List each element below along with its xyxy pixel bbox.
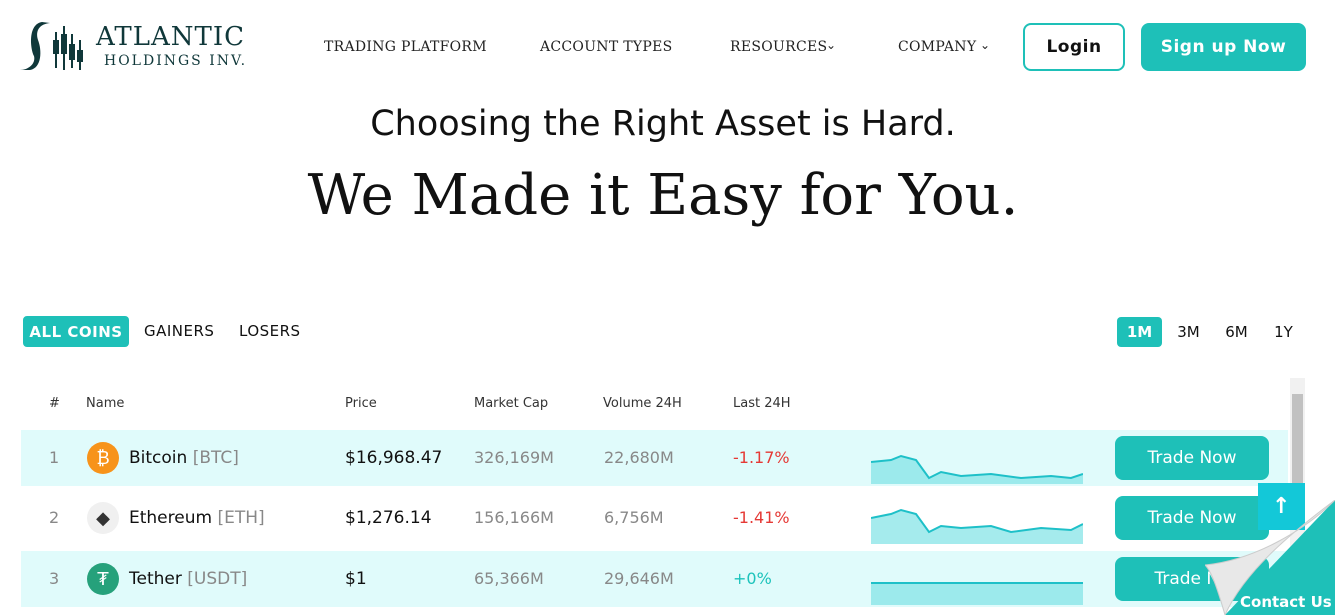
nav-link[interactable]: COMPANY xyxy=(898,39,977,55)
dropdown-caret: ⌄ xyxy=(980,38,991,52)
scroll-top-button[interactable]: ↑ xyxy=(1258,483,1305,530)
column-header: Market Cap xyxy=(474,396,549,411)
column-header: # xyxy=(49,396,60,411)
change: -1.41% xyxy=(733,508,790,527)
period-active[interactable]: 1M xyxy=(1117,317,1162,347)
coin-name: Bitcoin [BTC] xyxy=(129,430,239,486)
volume: 6,756M xyxy=(604,508,664,527)
login-button[interactable]: Login xyxy=(1023,23,1125,71)
name: Tether xyxy=(129,569,182,589)
table-row: 2 ◆ Ethereum [ETH] $1,276.14 156,166M 6,… xyxy=(21,490,1288,546)
logo-icon xyxy=(20,22,83,70)
period[interactable]: 6M xyxy=(1225,323,1248,341)
rank: 1 xyxy=(49,448,60,467)
price: $1 xyxy=(345,569,367,589)
symbol: [BTC] xyxy=(192,448,239,468)
coin-icon: ◆ xyxy=(87,502,119,534)
nav-link[interactable]: RESOURCES xyxy=(730,39,828,55)
sparkline xyxy=(871,508,1083,544)
symbol: [ETH] xyxy=(217,508,265,528)
symbol: [USDT] xyxy=(187,569,248,589)
name: Ethereum xyxy=(129,508,213,528)
coin-icon: ₿ xyxy=(87,442,119,474)
column-header: Name xyxy=(86,396,125,411)
coin-icon: ₮ xyxy=(87,563,119,595)
rank: 2 xyxy=(49,508,60,527)
name: Bitcoin xyxy=(129,448,188,468)
tab[interactable]: LOSERS xyxy=(239,322,301,340)
scroll-thumb[interactable] xyxy=(1292,394,1303,504)
nav-link[interactable]: TRADING PLATFORM xyxy=(324,39,487,55)
trade-button[interactable]: Trade Now xyxy=(1115,496,1269,540)
hero-title: We Made it Easy for You. xyxy=(307,163,1019,228)
nav-link[interactable]: ACCOUNT TYPES xyxy=(540,39,673,55)
tab[interactable]: GAINERS xyxy=(144,322,215,340)
tab-active[interactable]: ALL COINS xyxy=(23,316,129,347)
price: $1,276.14 xyxy=(345,508,432,528)
hero-subtitle: Choosing the Right Asset is Hard. xyxy=(370,104,956,144)
coin-name: Ethereum [ETH] xyxy=(129,490,265,546)
signup-button[interactable]: Sign up Now xyxy=(1141,23,1306,71)
table-row: 1 ₿ Bitcoin [BTC] $16,968.47 326,169M 22… xyxy=(21,430,1288,486)
dropdown-caret: ⌄ xyxy=(826,38,837,52)
market-cap: 156,166M xyxy=(474,508,554,527)
change: -1.17% xyxy=(733,448,790,467)
price: $16,968.47 xyxy=(345,448,443,468)
market-cap: 326,169M xyxy=(474,448,554,467)
trade-button[interactable]: Trade Now xyxy=(1115,436,1269,480)
sparkline xyxy=(871,454,1083,484)
coin-name: Tether [USDT] xyxy=(129,551,247,607)
column-header: Price xyxy=(345,396,377,411)
column-header: Last 24H xyxy=(733,396,791,411)
rank: 3 xyxy=(49,569,60,588)
market-cap: 65,366M xyxy=(474,569,544,588)
change: +0% xyxy=(733,569,772,588)
sparkline xyxy=(871,582,1083,605)
volume: 22,680M xyxy=(604,448,674,467)
period[interactable]: 1Y xyxy=(1274,323,1293,341)
volume: 29,646M xyxy=(604,569,674,588)
logo-title: ATLANTIC xyxy=(96,22,245,52)
period[interactable]: 3M xyxy=(1177,323,1200,341)
column-header: Volume 24H xyxy=(603,396,682,411)
contact-label[interactable]: Contact Us xyxy=(1240,593,1332,611)
contact-corner[interactable] xyxy=(1205,500,1335,615)
logo-subtitle: HOLDINGS INV. xyxy=(104,53,248,69)
table-row: 3 ₮ Tether [USDT] $1 65,366M 29,646M +0%… xyxy=(21,551,1288,607)
